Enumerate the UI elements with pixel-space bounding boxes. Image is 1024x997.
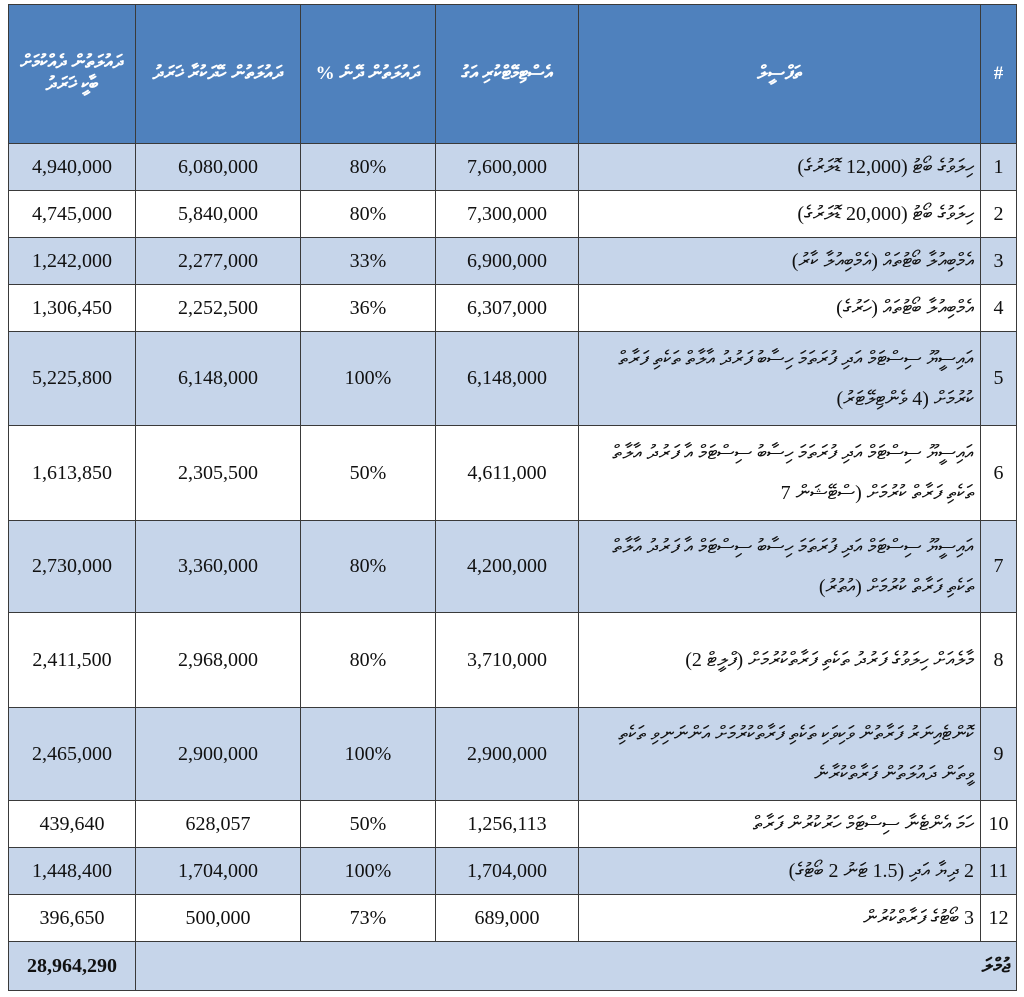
header-cell: ދައުލަތުން ހޭދަކުރާ ޚަރަދު <box>135 4 301 144</box>
description: މާލެއަށް ހިލަވުގެ ފަރުދު ތަކެތި ފަރާތްކު… <box>578 612 981 708</box>
balance: 1,613,850 <box>8 425 136 521</box>
row-number: 1 <box>980 143 1017 191</box>
state-cost: 2,305,500 <box>135 425 301 521</box>
estimated-cost: 2,900,000 <box>435 707 579 801</box>
table-row: 10 ހަމަ އެންޓެނާ ސިސްޓަމް ހަރުކުރުން ފަރާ… <box>8 800 1017 848</box>
header-cell: ދައުލަތުން ދޭނެ % <box>300 4 436 144</box>
state-cost: 628,057 <box>135 800 301 848</box>
percentage: 80% <box>300 612 436 708</box>
state-cost: 500,000 <box>135 894 301 942</box>
estimated-cost: 4,611,000 <box>435 425 579 521</box>
state-cost: 2,277,000 <box>135 237 301 285</box>
estimated-cost: 7,600,000 <box>435 143 579 191</box>
row-number: 6 <box>980 425 1017 521</box>
table-row: 6 އައިސީޔޫ ސިސްޓަމް އަދި ފުރަތަމަ ހިސާބު … <box>8 425 1017 521</box>
description: 3 ބޯޓުގެ ފަރާތްކުރުން <box>578 894 981 942</box>
table-row: 9 ކޮންޓެއިނަރު ފަރާތުން ވަކިވަކި ތަކެތި ފ… <box>8 707 1017 801</box>
percentage: 80% <box>300 520 436 613</box>
estimated-cost: 7,300,000 <box>435 190 579 238</box>
balance: 396,650 <box>8 894 136 942</box>
table-row: 12 3 ބޯޓުގެ ފަރާތްކުރުން 689,000 73% 500,000… <box>8 894 1017 942</box>
estimated-cost: 6,307,000 <box>435 284 579 332</box>
table-row: 1 ހިލަވުގެ ބޯޓު (12,000 ޑޮލަރުގެ) 7,600,00… <box>8 143 1017 191</box>
balance: 5,225,800 <box>8 331 136 426</box>
state-cost: 6,080,000 <box>135 143 301 191</box>
balance: 2,465,000 <box>8 707 136 801</box>
percentage: 100% <box>300 331 436 426</box>
balance: 2,730,000 <box>8 520 136 613</box>
total-row: ޖުމްލަ 28,964,290 <box>8 941 1017 991</box>
row-number: 12 <box>980 894 1017 942</box>
state-cost: 2,900,000 <box>135 707 301 801</box>
percentage: 36% <box>300 284 436 332</box>
estimated-cost: 3,710,000 <box>435 612 579 708</box>
row-number: 4 <box>980 284 1017 332</box>
percentage: 73% <box>300 894 436 942</box>
estimated-cost: 689,000 <box>435 894 579 942</box>
description: އެމްބިއުލާ ބޯޓުތައް (އެމްބިއުލާ ކާރު) <box>578 237 981 285</box>
total-label: ޖުމްލަ <box>135 941 1017 991</box>
row-number: 9 <box>980 707 1017 801</box>
balance: 4,940,000 <box>8 143 136 191</box>
description: ހިލަވުގެ ބޯޓު (12,000 ޑޮލަރުގެ) <box>578 143 981 191</box>
total-value: 28,964,290 <box>8 941 136 991</box>
estimated-cost: 6,148,000 <box>435 331 579 426</box>
table-row: 7 އައިސީޔޫ ސިސްޓަމް އަދި ފުރަތަމަ ހިސާބު … <box>8 520 1017 613</box>
percentage: 100% <box>300 847 436 895</box>
table-row: 5 އައިސީޔޫ ސިސްޓަމް އަދި ފުރަތަމަ ހިސާބު … <box>8 331 1017 426</box>
description: އައިސީޔޫ ސިސްޓަމް އަދި ފުރަތަމަ ހިސާބު ސ… <box>578 520 981 613</box>
state-cost: 2,252,500 <box>135 284 301 332</box>
estimated-cost: 4,200,000 <box>435 520 579 613</box>
row-number: 3 <box>980 237 1017 285</box>
balance: 2,411,500 <box>8 612 136 708</box>
description: އައިސީޔޫ ސިސްޓަމް އަދި ފުރަތަމަ ހިސާބު ފ… <box>578 331 981 426</box>
state-cost: 6,148,000 <box>135 331 301 426</box>
header-cell: ދައުލަތުން ދެއްކުމަށް ބާކީ ޚަރަދު <box>8 4 136 144</box>
balance: 4,745,000 <box>8 190 136 238</box>
row-number: 10 <box>980 800 1017 848</box>
balance: 1,306,450 <box>8 284 136 332</box>
cost-table: # ތަފްސީލް އެސްޓިމޭޓްކުރި އަގު ދައުލަތުން ދ… <box>8 4 1017 991</box>
table-row: 11 2 ދިޔާ އަދި (1.5 ޓަނު 2 ބޯޓުގެ) 1,704,0… <box>8 847 1017 895</box>
estimated-cost: 6,900,000 <box>435 237 579 285</box>
description: ހިލަވުގެ ބޯޓު (20,000 ޑޮލަރުގެ) <box>578 190 981 238</box>
description: އެމްބިއުލާ ބޯޓުތައް (ހަރުގެ) <box>578 284 981 332</box>
balance: 1,448,400 <box>8 847 136 895</box>
percentage: 50% <box>300 800 436 848</box>
percentage: 50% <box>300 425 436 521</box>
row-number: 8 <box>980 612 1017 708</box>
row-number: 11 <box>980 847 1017 895</box>
header-cell: އެސްޓިމޭޓްކުރި އަގު <box>435 4 579 144</box>
table-row: 8 މާލެއަށް ހިލަވުގެ ފަރުދު ތަކެތި ފަރާތްކ… <box>8 612 1017 708</box>
description: ހަމަ އެންޓެނާ ސިސްޓަމް ހަރުކުރުން ފަރާތް <box>578 800 981 848</box>
row-number: 7 <box>980 520 1017 613</box>
state-cost: 3,360,000 <box>135 520 301 613</box>
table-body: 1 ހިލަވުގެ ބޯޓު (12,000 ޑޮލަރުގެ) 7,600,00… <box>8 143 1017 991</box>
description: ކޮންޓެއިނަރު ފަރާތުން ވަކިވަކި ތަކެތި ފަ… <box>578 707 981 801</box>
header-cell: # <box>980 4 1017 144</box>
header-row: # ތަފްސީލް އެސްޓިމޭޓްކުރި އަގު ދައުލަތުން ދ… <box>8 4 1017 144</box>
description: އައިސީޔޫ ސިސްޓަމް އަދި ފުރަތަމަ ހިސާބު ސ… <box>578 425 981 521</box>
estimated-cost: 1,256,113 <box>435 800 579 848</box>
balance: 1,242,000 <box>8 237 136 285</box>
state-cost: 1,704,000 <box>135 847 301 895</box>
header-cell: ތަފްސީލް <box>578 4 981 144</box>
row-number: 5 <box>980 331 1017 426</box>
row-number: 2 <box>980 190 1017 238</box>
table-row: 3 އެމްބިއުލާ ބޯޓުތައް (އެމްބިއުލާ ކާރު) 6,… <box>8 237 1017 285</box>
state-cost: 5,840,000 <box>135 190 301 238</box>
description: 2 ދިޔާ އަދި (1.5 ޓަނު 2 ބޯޓުގެ) <box>578 847 981 895</box>
balance: 439,640 <box>8 800 136 848</box>
percentage: 80% <box>300 190 436 238</box>
estimated-cost: 1,704,000 <box>435 847 579 895</box>
percentage: 80% <box>300 143 436 191</box>
state-cost: 2,968,000 <box>135 612 301 708</box>
percentage: 100% <box>300 707 436 801</box>
percentage: 33% <box>300 237 436 285</box>
table-row: 4 އެމްބިއުލާ ބޯޓުތައް (ހަރުގެ) 6,307,000 36… <box>8 284 1017 332</box>
table-row: 2 ހިލަވުގެ ބޯޓު (20,000 ޑޮލަރުގެ) 7,300,00… <box>8 190 1017 238</box>
